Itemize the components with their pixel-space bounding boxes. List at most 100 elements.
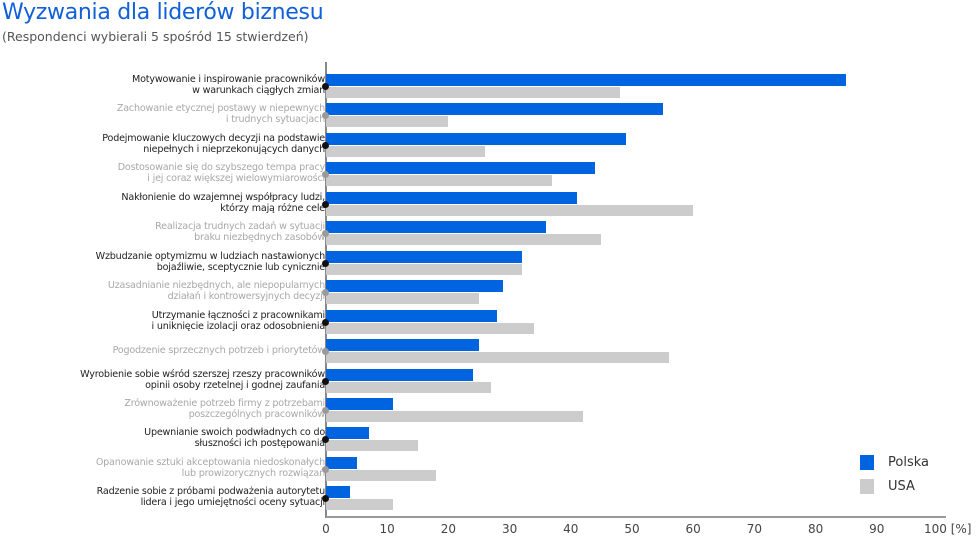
row-marker-dot [322, 259, 329, 267]
row-marker-dot [322, 436, 329, 444]
bar-usa [326, 410, 584, 422]
category-label: Motywowanie i inspirowanie pracowników w … [25, 74, 325, 96]
category-label: Podejmowanie kluczowych decyzji na podst… [25, 133, 325, 155]
row-marker-dot [322, 112, 329, 120]
row-marker-dot [322, 318, 329, 326]
category-label-line1: Realizacja trudnych zadań w sytuacji [155, 221, 325, 233]
category-label-line1: Uzasadnianie niezbędnych, ale niepopular… [107, 280, 325, 292]
category-label-line1: Podejmowanie kluczowych decyzji na podst… [102, 132, 325, 144]
category-label: Realizacja trudnych zadań w sytuacji brak… [25, 221, 325, 243]
bar-polska [326, 456, 357, 469]
x-tick-label: 100 [%] [924, 522, 972, 536]
category-label-line2: i uniknięcie izolacji oraz odosobnienia [151, 320, 326, 332]
legend-swatch-polska [860, 454, 874, 470]
category-label: Dostosowanie się do szybszego tempa prac… [25, 162, 325, 184]
category-label-line2: opinii osoby rzetelnej i godnej zaufania [145, 379, 325, 391]
category-label-line1: Zachowanie etycznej postawy w niepewnych [116, 103, 325, 115]
category-label-line2: którzy mają różne cele [220, 202, 325, 214]
bar-usa [326, 322, 535, 334]
category-label-line2: lub prowizorycznych rozwiązań [181, 467, 326, 479]
bar-usa [326, 469, 437, 481]
bar-usa [326, 175, 553, 187]
page-title: Wyzwania dla liderów biznesu [2, 0, 324, 25]
bar-usa [326, 204, 694, 216]
bar-polska [326, 191, 577, 204]
row-marker-dot [322, 200, 329, 208]
x-tick-label: 40 [563, 522, 579, 536]
category-label: Opanowanie sztuki akceptowania niedoskon… [25, 457, 325, 479]
row-marker-dot [322, 83, 329, 90]
bar-polska [326, 221, 547, 234]
legend: Polska USA [860, 450, 929, 498]
category-label: Nakłonienie do wzajemnej współpracy ludz… [25, 192, 325, 214]
bar-usa [326, 440, 418, 452]
category-label-line1: Wzbudzanie optymizmu w ludziach nastawio… [95, 250, 326, 262]
category-label-line2: niepełnych i nieprzekonujących danych [143, 143, 325, 155]
bar-polska [326, 103, 663, 116]
x-tick-label: 80 [807, 522, 824, 536]
category-label-line1: Zrównoważenie potrzeb firmy z potrzebami [124, 397, 325, 409]
bar-polska [326, 486, 351, 499]
category-label-line1: Wyrobienie sobie wśród szerszej rzeszy p… [80, 368, 325, 380]
category-label: Uzasadnianie niezbędnych, ale niepopular… [25, 280, 325, 302]
category-label-line2: lidera i jego umiejętności oceny sytuacj… [140, 497, 326, 509]
category-label: Pogodzenie sprzecznych potrzeb i prioryt… [25, 345, 326, 357]
category-label: Wzbudzanie optymizmu w ludziach nastawio… [25, 250, 326, 273]
row-marker-dot [322, 289, 329, 297]
bar-usa [326, 234, 602, 246]
bar-polska [326, 368, 473, 381]
category-label-line1: Pogodzenie sprzecznych potrzeb i prioryt… [112, 345, 326, 357]
bar-polska [326, 339, 479, 352]
category-label-line1: Motywowanie i inspirowanie pracowników [132, 74, 325, 85]
legend-label-usa: USA [888, 478, 915, 494]
category-label: Radzenie sobie z próbami podważenia auto… [25, 486, 326, 509]
category-label-line1: Opanowanie sztuki akceptowania niedoskon… [95, 456, 325, 468]
bar-usa [326, 116, 449, 128]
category-label-line2: działań i kontrowersyjnych decyzji [167, 291, 326, 303]
category-label-line2: braku niezbędnych zasobów [194, 232, 325, 244]
x-tick-label: 70 [746, 522, 763, 536]
x-tick-label: 50 [624, 522, 640, 536]
bar-usa [326, 352, 669, 364]
bar-polska [326, 280, 504, 293]
category-label: Zrównoważenie potrzeb firmy z potrzebami… [25, 398, 325, 420]
category-label: Utrzymanie łączności z pracownikami i uni… [25, 309, 326, 332]
row-marker-dot [322, 406, 329, 414]
row-marker-dot [322, 465, 329, 473]
x-tick-label: 60 [685, 522, 701, 536]
row-marker-dot [322, 348, 329, 356]
x-axis-line [326, 516, 946, 518]
bar-usa [326, 263, 522, 275]
bar-usa [326, 87, 620, 98]
category-label-line1: Nakłonienie do wzajemnej współpracy ludz… [121, 191, 325, 203]
bar-polska [326, 397, 394, 410]
bar-usa [326, 499, 394, 511]
category-label-line1: Upewnianie swoich podwładnych co do [144, 427, 325, 439]
bar-polska [326, 162, 596, 175]
category-label-line2: słuszności ich postępowania [194, 438, 326, 450]
legend-item-usa: USA [860, 474, 929, 498]
row-marker-dot [322, 171, 329, 179]
category-label-line1: Utrzymanie łączności z pracownikami [151, 309, 325, 321]
row-marker-dot [322, 230, 329, 238]
bar-usa [326, 381, 492, 393]
legend-item-polska: Polska [860, 450, 929, 474]
page-subtitle: (Respondenci wybierali 5 spośród 15 stwi… [2, 29, 309, 44]
x-tick-label: 30 [501, 522, 518, 536]
x-tick-label: 0 [322, 522, 330, 536]
x-tick-label: 90 [869, 522, 885, 536]
bar-polska [326, 250, 522, 263]
x-tick-label: 10 [379, 522, 395, 536]
category-label: Wyrobienie sobie wśród szerszej rzeszy p… [25, 369, 325, 391]
bar-polska [326, 427, 369, 440]
category-label-line2: w warunkach ciągłych zmian [192, 85, 325, 96]
row-marker-dot [322, 495, 329, 503]
legend-label-polska: Polska [888, 454, 929, 470]
bar-polska [326, 309, 498, 322]
x-tick-label: 20 [440, 522, 457, 536]
bar-usa [326, 293, 479, 305]
legend-swatch-usa [860, 478, 874, 494]
category-label-line1: Dostosowanie się do szybszego tempa prac… [117, 162, 325, 174]
bar-polska [326, 132, 626, 145]
